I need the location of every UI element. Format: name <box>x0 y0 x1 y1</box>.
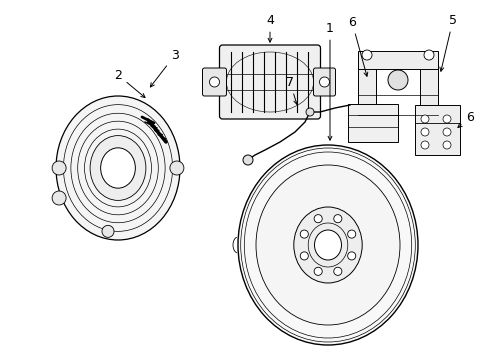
Text: 6: 6 <box>457 111 473 127</box>
Circle shape <box>209 77 219 87</box>
Circle shape <box>243 155 252 165</box>
Circle shape <box>319 77 329 87</box>
Circle shape <box>333 215 341 223</box>
Circle shape <box>300 230 308 238</box>
Circle shape <box>420 141 428 149</box>
Text: 4: 4 <box>265 14 273 42</box>
Ellipse shape <box>238 145 417 345</box>
Ellipse shape <box>387 70 407 90</box>
Circle shape <box>313 215 322 223</box>
Ellipse shape <box>256 165 399 325</box>
Circle shape <box>423 50 433 60</box>
Text: 6: 6 <box>347 15 367 76</box>
FancyBboxPatch shape <box>202 68 226 96</box>
Bar <box>347 104 397 142</box>
Ellipse shape <box>293 207 362 283</box>
FancyBboxPatch shape <box>313 68 335 96</box>
Ellipse shape <box>314 230 341 260</box>
Bar <box>357 51 437 69</box>
Circle shape <box>442 141 450 149</box>
Circle shape <box>361 50 371 60</box>
Text: 7: 7 <box>285 76 297 104</box>
FancyBboxPatch shape <box>219 45 320 119</box>
Circle shape <box>305 108 313 116</box>
Ellipse shape <box>56 96 180 240</box>
Bar <box>419 65 437 135</box>
Ellipse shape <box>101 148 135 188</box>
Text: 5: 5 <box>439 14 456 71</box>
Text: 1: 1 <box>325 22 333 140</box>
Circle shape <box>102 225 114 237</box>
Text: 3: 3 <box>150 49 179 87</box>
Text: 2: 2 <box>114 68 145 98</box>
Circle shape <box>300 252 308 260</box>
Circle shape <box>347 230 355 238</box>
Circle shape <box>442 115 450 123</box>
Circle shape <box>442 128 450 136</box>
Circle shape <box>313 267 322 275</box>
Circle shape <box>420 115 428 123</box>
Circle shape <box>347 252 355 260</box>
Bar <box>414 105 459 155</box>
Circle shape <box>333 267 341 275</box>
Bar <box>357 65 375 135</box>
Circle shape <box>169 161 183 175</box>
Circle shape <box>52 191 66 205</box>
Circle shape <box>52 161 66 175</box>
Ellipse shape <box>90 136 145 201</box>
Circle shape <box>420 128 428 136</box>
